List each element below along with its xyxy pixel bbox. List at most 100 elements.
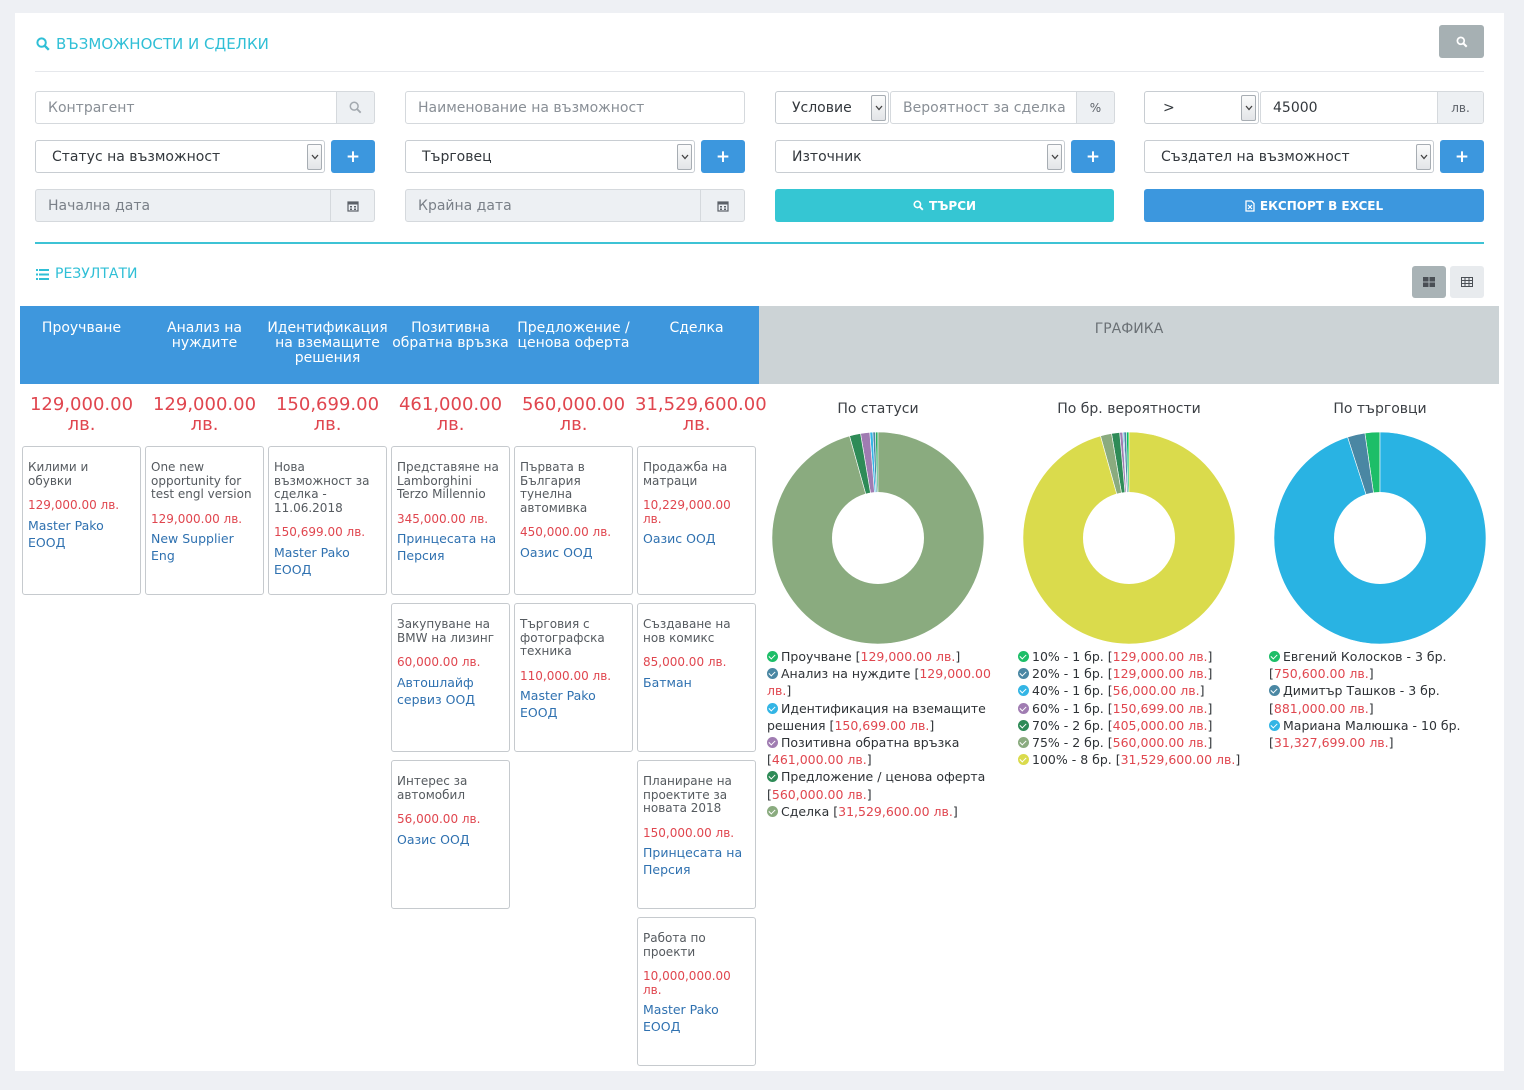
company-link[interactable]: Принцесата на Персия — [397, 531, 497, 563]
add-status-button[interactable]: + — [331, 140, 375, 173]
opportunity-card[interactable]: Интерес за автомобил 56,000.00 лв. Оазис… — [391, 760, 510, 909]
creator-select[interactable]: Създател на възможност — [1144, 140, 1434, 173]
donut-chart-statuses — [771, 431, 985, 645]
company-link[interactable]: Оазис ООД — [520, 544, 593, 560]
company-link[interactable]: Батман — [643, 674, 692, 690]
company-link[interactable]: Оазис ООД — [643, 531, 716, 546]
check-circle-icon — [767, 651, 778, 662]
chevron-down-icon — [677, 143, 692, 170]
export-excel-button[interactable]: ЕКСПОРТ В EXCEL — [1144, 189, 1484, 222]
graphics-header: ГРАФИКА — [759, 306, 1499, 384]
check-circle-icon — [1018, 702, 1029, 714]
company-link[interactable]: Оазис ООД — [397, 831, 470, 847]
legend-item: Сделка [31,529,600.00 лв.] — [767, 803, 1002, 820]
check-circle-icon — [767, 702, 778, 714]
opportunity-card[interactable]: Представяне на Lamborghini Terzo Millenn… — [391, 446, 510, 595]
page-title-text: ВЪЗМОЖНОСТИ И СДЕЛКИ — [56, 35, 269, 53]
opportunity-card[interactable]: Нова възможност за сделка - 11.06.2018 1… — [268, 446, 387, 595]
opportunity-card[interactable]: Продажба на матраци 10,229,000.00 лв. Оа… — [637, 446, 756, 595]
opportunity-card[interactable]: Планиране на проектите за новата 2018 15… — [637, 760, 756, 909]
table-icon — [1461, 277, 1473, 287]
start-date-input[interactable]: Начална дата — [35, 189, 375, 222]
search-icon — [1456, 36, 1467, 47]
check-circle-icon — [767, 668, 778, 680]
stage-header: Позитивна обратна връзка — [392, 320, 509, 351]
grid-view-button[interactable] — [1412, 266, 1446, 298]
operator-select[interactable]: > — [1144, 91, 1259, 124]
add-source-button[interactable]: + — [1071, 140, 1115, 173]
amount-input[interactable]: 45000 лв. — [1260, 91, 1484, 124]
condition-select[interactable]: Условие — [775, 91, 889, 124]
calendar-icon[interactable] — [330, 190, 374, 221]
stage-header: Проучване — [41, 320, 122, 336]
company-link[interactable]: Master Pako ЕООД — [643, 1002, 719, 1034]
status-select[interactable]: Статус на възможност — [35, 140, 325, 173]
stage-header: Идентификация на вземащите решения — [267, 320, 388, 366]
legend-item: Проучване [129,000.00 лв.] — [767, 648, 1002, 665]
stage-total: 31,529,600.00 лв. — [635, 394, 767, 435]
opportunity-card[interactable]: Търговия с фотографска техника 110,000.0… — [514, 603, 633, 752]
end-date-input[interactable]: Крайна дата — [405, 189, 745, 222]
counterparty-input[interactable]: Контрагент — [35, 91, 375, 124]
pipeline-stages-bar: Проучване Анализ на нуждите Идентификаци… — [20, 306, 759, 384]
legend-item: Евгений Колосков - 3 бр. [750,600.00 лв.… — [1269, 649, 1447, 682]
check-circle-icon — [1018, 719, 1029, 731]
donut-hole — [1334, 492, 1426, 584]
add-salesman-button[interactable]: + — [701, 140, 745, 173]
legend-item: 70% - 2 бр. [405,000.00 лв.] — [1018, 717, 1253, 734]
legend-item: Димитър Ташков - 3 бр. [881,000.00 лв.] — [1269, 683, 1440, 716]
search-icon — [913, 200, 924, 211]
search-icon[interactable] — [336, 92, 374, 123]
stage-header: Сделка — [669, 320, 724, 336]
source-select[interactable]: Източник — [775, 140, 1065, 173]
stage-total: 129,000.00 лв. — [29, 394, 134, 435]
opportunity-card[interactable]: Килими и обувки 129,000.00 лв. Master Pa… — [22, 446, 141, 595]
chart-title: По статуси — [837, 401, 919, 417]
company-link[interactable]: New Supplier Eng — [151, 531, 234, 563]
check-circle-icon — [1018, 737, 1029, 749]
company-link[interactable]: Master Pako ЕООД — [520, 688, 596, 720]
currency-addon: лв. — [1437, 92, 1483, 123]
company-link[interactable]: Master Pako ЕООД — [274, 544, 350, 577]
legend-item: 60% - 1 бр. [150,699.00 лв.] — [1018, 700, 1253, 717]
grid-icon — [1423, 277, 1435, 287]
opportunity-name-input[interactable]: Наименование на възможност — [405, 91, 745, 124]
donut-chart-probabilities — [1022, 431, 1236, 645]
donut-chart-salesmen — [1273, 431, 1487, 645]
salesman-select[interactable]: Търговец — [405, 140, 695, 173]
check-circle-icon — [1269, 719, 1280, 731]
legend-salesmen: Евгений Колосков - 3 бр. [750,600.00 лв.… — [1269, 648, 1495, 751]
chart-title: По бр. вероятности — [1057, 401, 1201, 417]
legend-statuses: Проучване [129,000.00 лв.] Анализ на нуж… — [767, 648, 1002, 820]
add-creator-button[interactable]: + — [1440, 140, 1484, 173]
company-link[interactable]: Принцесата на Персия — [643, 845, 743, 877]
check-circle-icon — [767, 771, 778, 783]
probability-input[interactable]: Вероятност за сделка % — [890, 91, 1115, 124]
donut-hole — [1083, 492, 1175, 584]
opportunity-card[interactable]: Създаване на нов комикс 85,000.00 лв. Ба… — [637, 603, 756, 752]
check-circle-icon — [1269, 651, 1280, 662]
check-circle-icon — [767, 805, 778, 817]
company-link[interactable]: Автошлайф сервиз ООД — [397, 674, 476, 707]
toggle-filters-button[interactable] — [1439, 25, 1484, 58]
chevron-down-icon — [1047, 143, 1062, 170]
legend-item: Предложение / ценова оферта [560,000.00 … — [767, 769, 986, 802]
calendar-icon[interactable] — [700, 190, 744, 221]
search-button[interactable]: ТЪРСИ — [775, 189, 1114, 222]
results-title: РЕЗУЛТАТИ — [36, 266, 137, 282]
opportunity-card[interactable]: Работа по проекти 10,000,000.00 лв. Mast… — [637, 917, 756, 1066]
company-link[interactable]: Master Pako ЕООД — [28, 517, 104, 550]
stage-total: 560,000.00 лв. — [521, 394, 626, 435]
chevron-down-icon — [1416, 143, 1431, 170]
opportunity-card[interactable]: Първата в България тунелна автомивка 450… — [514, 446, 633, 595]
donut-hole — [832, 492, 924, 584]
stage-header: Анализ на нуждите — [167, 320, 242, 351]
chevron-down-icon — [1241, 94, 1256, 121]
check-circle-icon — [1018, 668, 1029, 680]
opportunity-card[interactable]: One new opportunity for test engl versio… — [145, 446, 264, 595]
legend-probabilities: 10% - 1 бр. [129,000.00 лв.] 20% - 1 бр.… — [1018, 648, 1253, 768]
opportunity-card[interactable]: Закупуване на BMW на лизинг 60,000.00 лв… — [391, 603, 510, 752]
table-view-button[interactable] — [1450, 266, 1484, 298]
chevron-down-icon — [871, 94, 886, 121]
legend-item: Мариана Малюшка - 10 бр. [31,327,699.00 … — [1269, 717, 1461, 751]
